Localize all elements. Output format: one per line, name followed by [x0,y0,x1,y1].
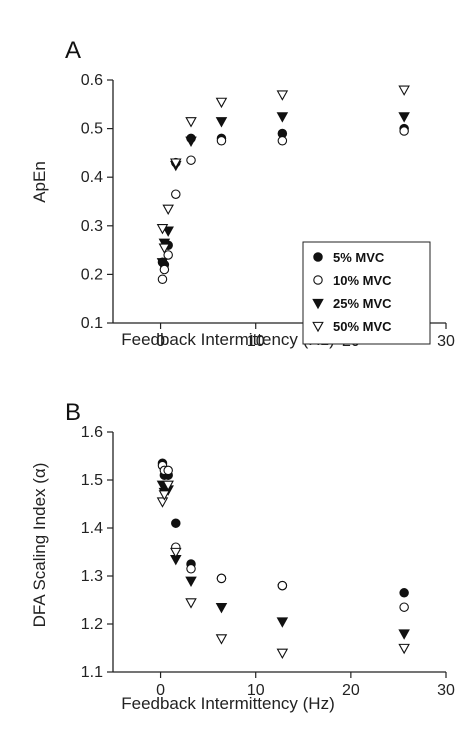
panel-a-point-filled-triangle-down [156,258,169,269]
panel-a-x-axis-label: Feedback Intermittency (Hz) [121,330,335,349]
panel-b-point-open-circle [186,564,196,574]
panel-a-x-tick-label: 30 [437,333,455,350]
panel-b-markers [156,458,410,660]
panel-b-label: B [65,399,81,426]
panel-b-point-open-circle [216,573,227,584]
panel-a-y-tick-label: 0.3 [81,218,103,235]
panel-a-point-open-triangle-down [398,85,410,96]
panel-a-point-open-triangle-down [158,243,171,254]
panel-b-point-filled-circle [399,588,409,598]
panel-b-point-open-triangle-down [185,598,197,609]
panel-a-point-open-triangle-down [170,158,182,169]
panel-a-point-open-triangle-down [162,204,174,215]
panel-a-point-open-circle [163,250,173,260]
legend-marker-filled-triangle-down [312,298,324,310]
panel-b-y-tick-label: 1.3 [81,568,103,585]
panel-b-point-filled-triangle-down [276,617,289,628]
legend-marker-open-triangle-down [312,321,324,333]
panel-b-point-open-triangle-down [276,648,289,660]
panel-a-y-tick-label: 0.2 [81,266,103,283]
panel-a-point-filled-triangle-down [162,226,174,237]
panel-a-y-tick-label: 0.6 [81,72,103,89]
panel-a-point-open-triangle-down [215,97,228,109]
panel-b-point-filled-triangle-down [185,576,197,588]
legend-label: 5% MVC [333,250,385,265]
panel-a-point-open-circle [216,136,227,146]
panel-a-point-open-circle [186,155,196,165]
panel-b-x-axis-label: Feedback Intermittency (Hz) [121,694,335,713]
panel-b-x-tick-label: 10 [247,682,265,699]
panel-a-point-open-triangle-down [276,90,289,101]
panel-a-y-tick-label: 0.1 [81,315,103,332]
panel-a-y-tick-label: 0.4 [81,169,103,186]
legend: 5% MVC 10% MVC 25% MVC 50% MVC [302,241,431,345]
legend-box [302,241,431,345]
panel-b-x-tick-label: 30 [437,682,455,699]
panel-b-point-open-circle [399,602,409,612]
panel-a-label: A [65,37,81,64]
panel-b-point-open-triangle-down [162,480,174,492]
panel-b-y-tick-label: 1.5 [81,472,103,489]
panel-a-point-filled-triangle-down [276,112,289,123]
panel-b-axes: 1.1 1.2 1.3 1.4 1.5 1.6 0 10 20 30 [81,424,455,699]
panel-b-point-open-triangle-down [156,497,169,508]
legend-label: 50% MVC [333,319,392,334]
panel-a-point-filled-triangle-down [215,117,228,128]
legend-label: 10% MVC [333,273,392,288]
panel-b-point-open-circle [277,580,288,591]
panel-a-point-open-triangle-down [185,117,197,128]
panel-a-point-open-circle [399,126,409,136]
panel-b: B Feedback Intermittency (Hz) DFA Scalin… [30,399,455,713]
panel-a-point-filled-triangle-down [185,136,197,147]
panel-a: A Feedback Intermittency (Hz) ApEn 0.1 0.… [30,37,455,350]
panel-a-y-axis-label: ApEn [30,161,49,203]
panel-b-y-tick-label: 1.1 [81,664,103,681]
panel-b-point-open-triangle-down [215,634,228,645]
panel-b-y-tick-label: 1.2 [81,616,103,633]
legend-marker-open-circle [313,275,323,285]
panel-b-x-tick-label: 0 [156,682,165,699]
panel-b-point-open-circle [163,465,173,476]
panel-b-x-tick-label: 20 [342,682,360,699]
panel-a-point-filled-triangle-down [398,112,410,123]
panel-b-point-open-triangle-down [398,643,410,655]
panel-b-point-filled-triangle-down [398,629,410,640]
panel-a-point-open-circle [277,136,288,146]
panel-b-point-open-triangle-down [158,490,171,501]
legend-label: 25% MVC [333,296,392,311]
panel-b-point-open-triangle-down [170,547,182,559]
panel-a-markers [156,85,410,285]
panel-a-y-tick-label: 0.5 [81,121,103,138]
panel-b-point-filled-triangle-down [215,603,228,614]
panel-b-y-axis-label: DFA Scaling Index (α) [30,463,49,628]
panel-b-y-tick-label: 1.6 [81,424,103,441]
panel-a-point-open-circle [157,274,168,285]
panel-a-point-open-circle [159,264,170,275]
panel-a-point-open-triangle-down [156,224,169,235]
legend-marker-filled-circle [313,252,323,262]
panel-a-point-open-circle [171,189,181,199]
panel-b-point-filled-circle [171,518,181,528]
panel-a-x-tick-label: 0 [156,333,165,350]
panel-b-y-tick-label: 1.4 [81,520,103,537]
panel-a-x-tick-label: 10 [247,333,265,350]
